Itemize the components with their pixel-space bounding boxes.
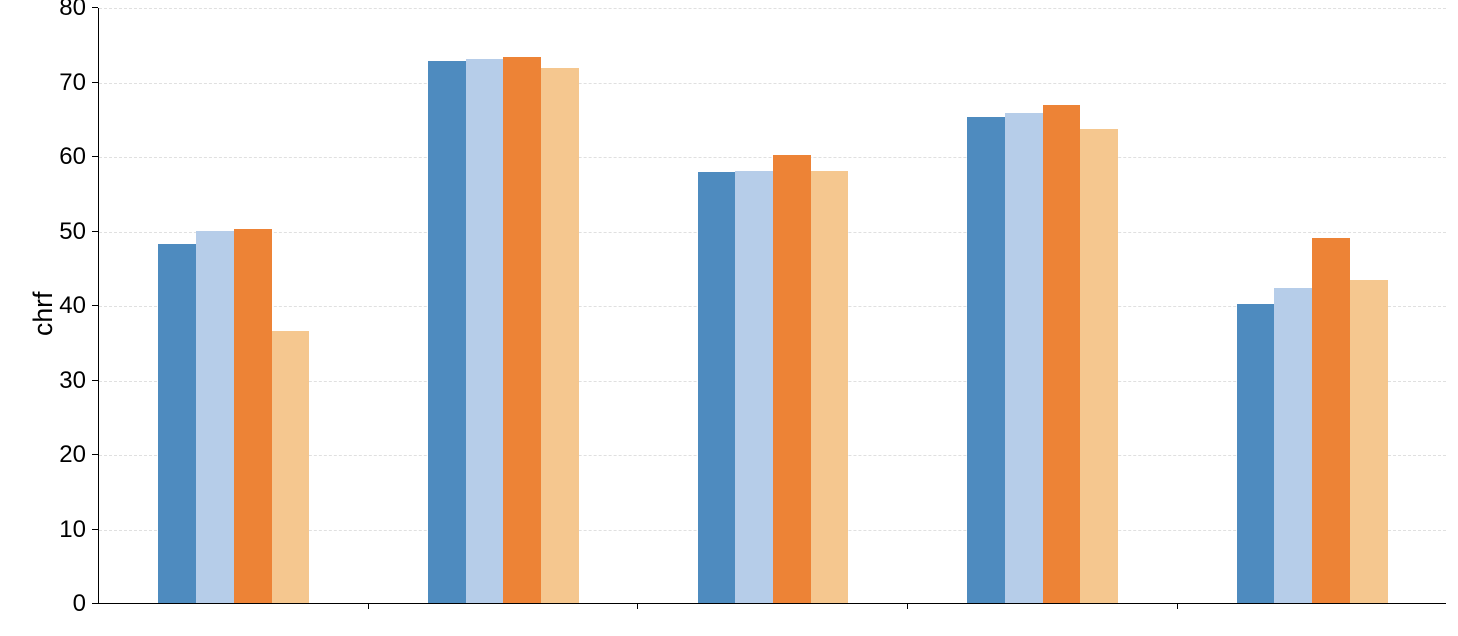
ytick-mark [92,305,98,306]
plot-area [98,8,1446,604]
gridline [99,83,1446,84]
bar [1237,304,1275,603]
ytick-mark [92,82,98,83]
ytick-label: 20 [59,441,86,469]
bar [967,117,1005,603]
ytick-label: 70 [59,69,86,97]
bar [541,68,579,603]
bar [1043,105,1081,603]
ytick-mark [92,603,98,604]
xtick-mark [1177,603,1178,609]
bar [272,331,310,603]
ytick-label: 40 [59,292,86,320]
y-axis-label: chrf [28,292,59,336]
bar [466,59,504,603]
xtick-mark [907,603,908,609]
ytick-mark [92,156,98,157]
bar [1005,113,1043,603]
bar [158,244,196,603]
ytick-label: 50 [59,218,86,246]
bar [1080,129,1118,603]
bar [735,171,773,603]
bar [196,231,234,604]
bar [811,171,849,603]
bar [1350,280,1388,603]
ytick-label: 80 [59,0,86,22]
bar [1274,288,1312,603]
ytick-label: 30 [59,367,86,395]
bar [1312,238,1350,603]
ytick-mark [92,7,98,8]
ytick-mark [92,454,98,455]
xtick-mark [368,603,369,609]
ytick-label: 0 [73,590,86,618]
bar [503,57,541,603]
xtick-mark [637,603,638,609]
chart-container: 0 10 20 30 40 50 60 70 80 chrf [0,0,1458,636]
bar [234,229,272,603]
ytick-label: 60 [59,143,86,171]
ytick-mark [92,231,98,232]
bar [428,61,466,603]
gridline [99,8,1446,9]
bar [773,155,811,603]
ytick-mark [92,380,98,381]
bar [698,172,736,603]
ytick-mark [92,529,98,530]
ytick-label: 10 [59,516,86,544]
